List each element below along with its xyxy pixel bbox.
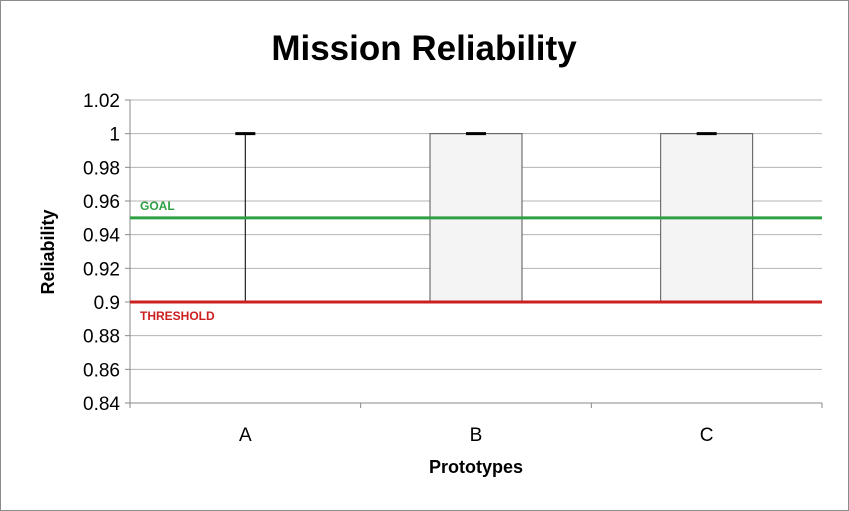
reference-lines: GOAL THRESHOLD xyxy=(130,199,822,323)
threshold-label: THRESHOLD xyxy=(140,309,215,323)
y-tick-label: 0.96 xyxy=(83,192,120,213)
chart-title: Mission Reliability xyxy=(271,29,577,68)
y-tick-label: 0.9 xyxy=(94,293,120,314)
y-axis-title: Reliability xyxy=(38,209,58,294)
y-axis-tick-labels: 0.84 0.86 0.88 0.9 0.92 0.94 0.96 0.98 1 1.02 xyxy=(83,91,130,415)
y-tick-label: 0.98 xyxy=(83,158,120,179)
x-tick-label: C xyxy=(700,425,714,446)
x-axis: A B C xyxy=(129,100,823,446)
y-tick-label: 0.88 xyxy=(83,327,120,348)
y-tick-label: 0.94 xyxy=(83,226,120,247)
x-axis-title: Prototypes xyxy=(429,457,523,477)
y-tick-label: 0.84 xyxy=(83,394,120,415)
y-tick-label: 1.02 xyxy=(83,91,120,112)
y-tick-label: 1 xyxy=(109,125,120,146)
x-tick-label: B xyxy=(470,425,483,446)
y-tick-label: 0.86 xyxy=(83,360,120,381)
goal-label: GOAL xyxy=(140,199,175,213)
y-tick-label: 0.92 xyxy=(83,259,120,280)
x-tick-label: A xyxy=(239,425,252,446)
